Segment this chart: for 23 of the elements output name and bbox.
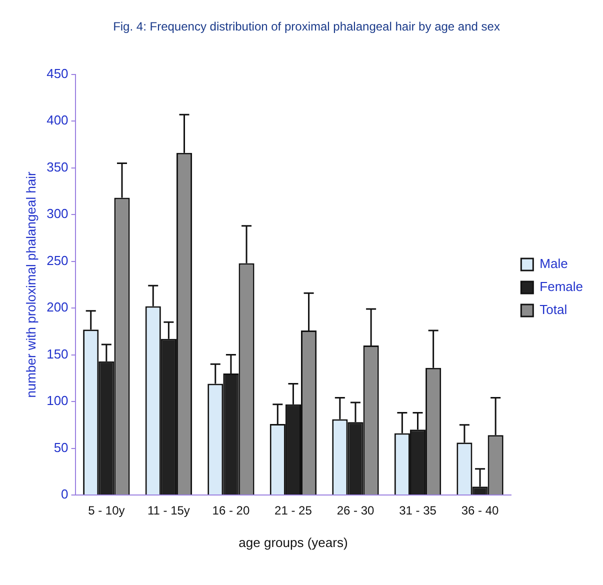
y-axis-title: number with proloximal phalangeal hair <box>23 170 38 398</box>
y-tick-label: 150 <box>46 346 68 362</box>
x-tick-label: 36 - 40 <box>461 504 500 518</box>
legend-label: Male <box>540 256 568 272</box>
x-tick-label: 26 - 30 <box>336 504 374 518</box>
y-tick-label: 400 <box>46 112 68 128</box>
x-tick-label: 5 - 10y <box>88 504 125 518</box>
y-tick-label: 100 <box>46 393 68 408</box>
x-tick-label: 11 - 15y <box>147 504 190 518</box>
x-tick-label: 16 - 20 <box>212 504 250 518</box>
y-tick-label: 250 <box>46 252 68 268</box>
legend-label: Female <box>540 279 584 294</box>
y-tick-label: 200 <box>46 300 68 315</box>
y-tick-label: 450 <box>46 66 68 81</box>
y-tick-label: 0 <box>61 486 68 502</box>
legend-label: Total <box>540 302 568 318</box>
chart-title: Fig. 4: Frequency distribution of proximal phalangeal hair by age and sex <box>113 20 500 34</box>
x-tick-label: 21 - 25 <box>274 504 312 518</box>
y-tick-label: 300 <box>46 206 68 222</box>
x-axis-title: age groups (years) <box>238 534 348 550</box>
x-tick-label: 31 - 35 <box>399 504 437 518</box>
y-tick-label: 50 <box>54 440 68 455</box>
y-tick-label: 350 <box>46 159 68 174</box>
